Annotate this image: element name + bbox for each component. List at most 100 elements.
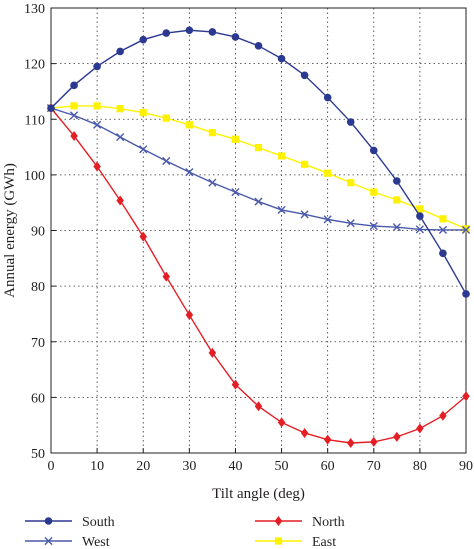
legend-label-north: North	[312, 515, 345, 530]
data-point-east	[324, 169, 332, 177]
data-point-south	[93, 62, 101, 71]
data-point-west	[461, 225, 471, 235]
data-point-west	[208, 178, 217, 187]
series-south	[47, 26, 470, 298]
data-point-south	[462, 290, 470, 298]
legend-item-west: West	[25, 535, 110, 549]
data-point-west	[116, 132, 125, 142]
series-line-south	[50, 29, 467, 295]
data-point-east	[93, 102, 101, 110]
data-point-west	[231, 188, 240, 197]
y-tick-label: 120	[24, 58, 45, 73]
data-point-south	[231, 33, 240, 41]
data-point-north	[323, 434, 332, 445]
data-point-west	[438, 225, 448, 235]
x-tick-label: 90	[459, 459, 473, 474]
series-north	[47, 103, 470, 448]
data-point-north	[439, 410, 447, 421]
x-tick-label: 30	[182, 459, 196, 474]
data-point-east	[416, 205, 424, 213]
data-point-north	[416, 423, 424, 434]
legend-item-east: East	[255, 535, 336, 549]
y-tick-label: 50	[31, 447, 45, 462]
data-point-east	[393, 196, 401, 204]
data-point-west	[93, 120, 102, 129]
data-point-south	[439, 249, 447, 258]
data-point-west	[139, 145, 148, 154]
data-point-east	[347, 179, 355, 187]
data-point-east	[139, 108, 147, 117]
data-point-north	[116, 195, 124, 206]
data-point-east	[462, 225, 470, 233]
data-point-east	[277, 152, 286, 160]
data-point-north	[300, 427, 309, 438]
data-point-south	[416, 212, 424, 220]
y-tick-label: 60	[31, 391, 45, 406]
data-point-south	[116, 47, 124, 56]
legend-label-south: South	[82, 515, 115, 530]
data-point-west	[185, 167, 194, 177]
data-point-east	[231, 135, 240, 143]
legend-item-north: North	[255, 515, 345, 530]
data-point-west	[162, 156, 171, 166]
legend-marker-east	[274, 537, 283, 545]
x-axis-tick-labels: 0 10 20 30 40 50 60 70 80 90	[48, 459, 474, 474]
y-axis-tick-labels: 50 60 70 80 90 100 110 120 130	[24, 2, 45, 462]
x-tick-label: 80	[413, 459, 427, 474]
data-point-north	[231, 379, 240, 390]
data-point-east	[70, 102, 78, 110]
series-line-west	[50, 107, 466, 231]
data-point-east	[301, 160, 309, 168]
data-point-north	[393, 431, 401, 442]
axis-ticks	[50, 7, 467, 454]
data-point-south	[346, 118, 355, 126]
data-point-north	[185, 310, 194, 321]
data-point-west	[415, 225, 424, 234]
data-point-east	[439, 215, 447, 223]
series-line-north	[50, 107, 467, 444]
data-point-west	[323, 215, 332, 224]
data-point-north	[277, 417, 286, 428]
data-point-west	[254, 197, 263, 206]
series-west	[46, 104, 471, 235]
data-point-south	[254, 42, 263, 50]
y-tick-label: 90	[31, 225, 45, 240]
data-point-east	[116, 105, 124, 113]
y-tick-label: 130	[24, 2, 45, 17]
data-point-south	[369, 146, 378, 155]
legend-marker-west	[44, 536, 53, 546]
x-tick-label: 40	[228, 459, 242, 474]
data-point-east	[254, 144, 263, 152]
y-tick-label: 100	[24, 169, 45, 184]
x-tick-label: 10	[90, 459, 104, 474]
x-tick-label: 60	[321, 459, 335, 474]
series-line-east	[50, 105, 467, 230]
data-point-east	[370, 188, 378, 196]
data-point-west	[69, 111, 79, 120]
grid-lines	[51, 8, 466, 453]
data-point-south	[47, 104, 55, 112]
data-point-north	[139, 231, 147, 242]
y-axis-label: Annual energy (GWh)	[2, 163, 18, 298]
data-point-south	[70, 81, 78, 90]
data-point-west	[277, 205, 286, 215]
series-east	[47, 102, 470, 233]
y-tick-label: 70	[31, 336, 45, 351]
data-point-north	[93, 161, 101, 172]
data-point-south	[323, 93, 332, 102]
x-tick-label: 0	[48, 459, 55, 474]
data-point-north	[254, 401, 263, 412]
x-axis-label: Tilt angle (deg)	[212, 486, 305, 502]
data-point-east	[208, 129, 216, 137]
data-point-south	[162, 29, 171, 37]
data-point-south	[139, 35, 148, 44]
data-point-south	[185, 26, 194, 35]
y-tick-label: 80	[31, 280, 45, 295]
data-point-east	[185, 121, 193, 129]
series-layer	[46, 26, 471, 448]
legend-label-east: East	[312, 535, 336, 549]
data-point-north	[208, 347, 217, 358]
legend-marker-north	[274, 516, 283, 526]
data-point-west	[392, 223, 401, 232]
